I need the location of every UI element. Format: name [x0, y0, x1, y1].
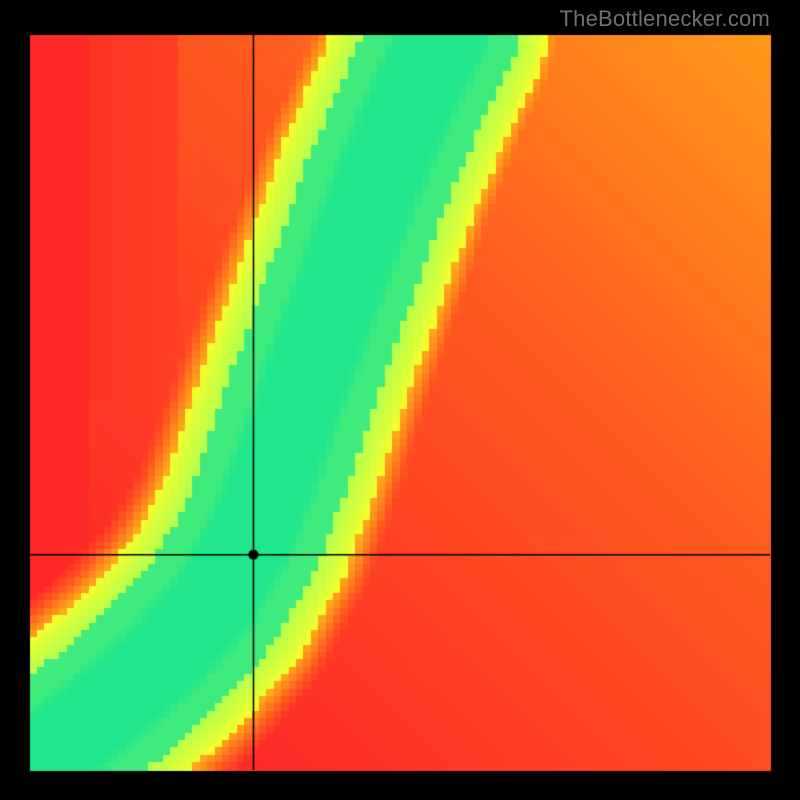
bottleneck-heatmap-canvas — [0, 0, 800, 800]
chart-container: TheBottlenecker.com — [0, 0, 800, 800]
watermark-text: TheBottlenecker.com — [560, 6, 770, 32]
